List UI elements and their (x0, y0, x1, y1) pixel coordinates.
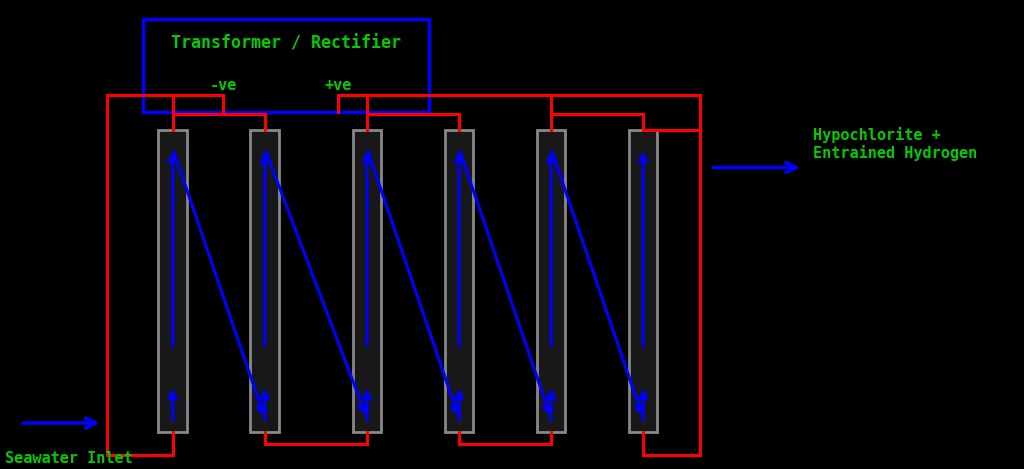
FancyBboxPatch shape (537, 130, 565, 432)
FancyBboxPatch shape (251, 130, 280, 432)
FancyBboxPatch shape (159, 130, 187, 432)
Text: Seawater Inlet: Seawater Inlet (5, 451, 133, 466)
Text: +ve: +ve (325, 78, 351, 93)
Text: -ve: -ve (210, 78, 237, 93)
FancyBboxPatch shape (629, 130, 657, 432)
FancyBboxPatch shape (444, 130, 473, 432)
Text: Hypochlorite +
Entrained Hydrogen: Hypochlorite + Entrained Hydrogen (813, 127, 977, 161)
FancyBboxPatch shape (143, 19, 429, 112)
Text: Transformer / Rectifier: Transformer / Rectifier (171, 35, 401, 53)
FancyBboxPatch shape (352, 130, 381, 432)
